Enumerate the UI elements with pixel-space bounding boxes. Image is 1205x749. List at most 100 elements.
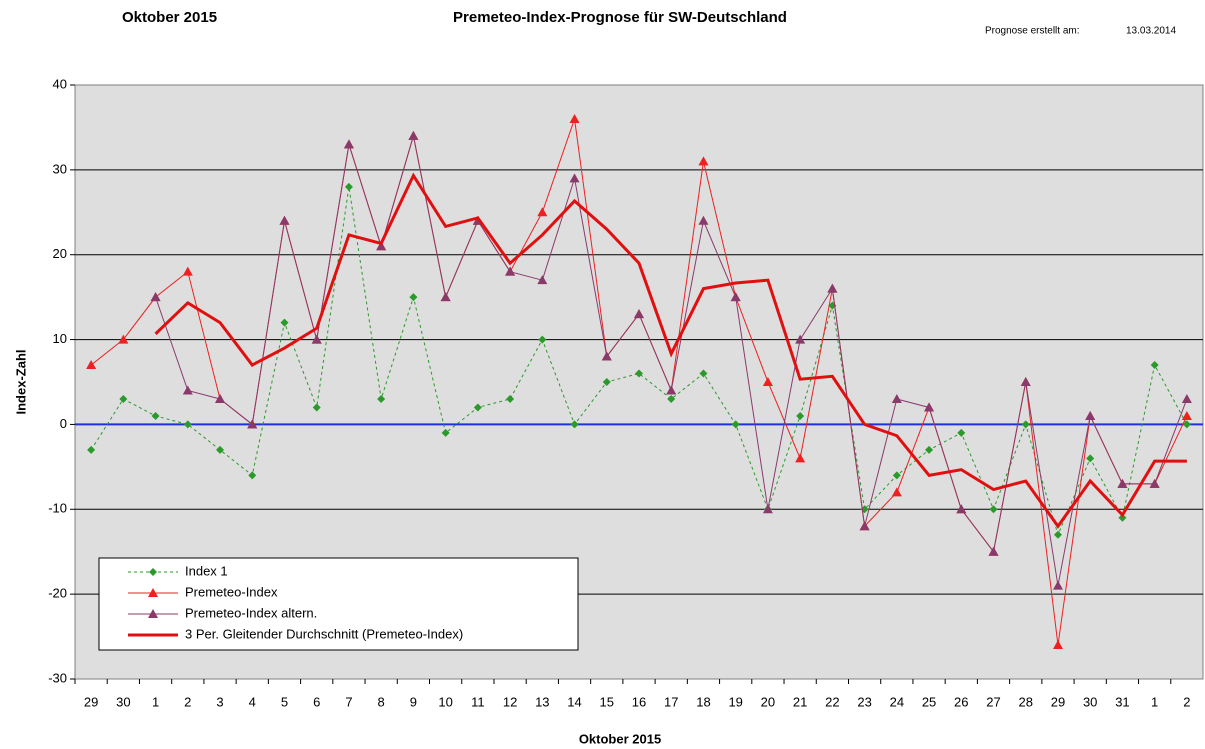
x-tick-label: 11 [471, 694, 485, 709]
point [1181, 393, 1192, 403]
point [312, 403, 321, 412]
x-axis-title: Oktober 2015 [579, 731, 661, 746]
legend-label: Premeteo-Index [185, 584, 278, 599]
point [343, 139, 354, 149]
x-tick-label: 20 [761, 694, 775, 709]
point [279, 215, 290, 225]
x-tick-label: 17 [664, 694, 678, 709]
legend-marker [148, 609, 158, 618]
legend: Index 1 Premeteo-Index Premeteo-Index alte… [98, 557, 579, 651]
x-tick-label: 29 [84, 694, 98, 709]
y-tick-label: 40 [53, 76, 67, 91]
point [698, 215, 709, 225]
point [957, 428, 966, 437]
legend-label: Index 1 [185, 563, 228, 578]
point [183, 420, 192, 429]
x-tick-label: 28 [1019, 694, 1033, 709]
point [1052, 640, 1063, 650]
point [570, 420, 579, 429]
point [376, 241, 387, 251]
point [151, 411, 160, 420]
point [1118, 513, 1127, 522]
y-tick-label: -30 [48, 670, 67, 685]
x-tick-label: 1 [1151, 694, 1158, 709]
point [1149, 478, 1160, 488]
point [827, 283, 838, 293]
point [634, 309, 644, 319]
x-tick-label: 21 [793, 694, 807, 709]
x-tick-label: 24 [890, 694, 904, 709]
x-tick-label: 2 [1183, 694, 1190, 709]
y-tick-label: 0 [60, 416, 67, 431]
x-tick-label: 10 [438, 694, 452, 709]
point [408, 130, 419, 140]
x-tick-label: 30 [1083, 694, 1097, 709]
point [86, 360, 97, 370]
point [409, 293, 418, 302]
point [795, 334, 806, 344]
point [988, 546, 999, 556]
point [1181, 410, 1192, 420]
point [891, 393, 902, 403]
point [473, 403, 482, 412]
point [795, 453, 806, 463]
x-tick-label: 15 [600, 694, 614, 709]
point [699, 369, 708, 378]
forecast-date: 13.03.2014 [1126, 26, 1176, 37]
y-tick-label: 30 [53, 161, 67, 176]
point [182, 385, 193, 395]
y-axis-title: Index-Zahl [13, 349, 28, 414]
x-tick-label: 23 [857, 694, 871, 709]
point [666, 385, 677, 395]
point [87, 445, 96, 454]
point [891, 487, 902, 497]
x-tick-label: 31 [1115, 694, 1129, 709]
point [956, 504, 967, 514]
point [892, 471, 901, 480]
point [505, 266, 516, 276]
point [440, 292, 451, 302]
point [247, 419, 258, 429]
chart-title: Premeteo-Index-Prognose für SW-Deutschla… [453, 9, 787, 26]
x-tick-label: 9 [410, 694, 417, 709]
point [859, 521, 870, 531]
point [762, 377, 773, 386]
point [377, 394, 386, 403]
point [569, 113, 580, 123]
point [280, 318, 289, 327]
legend-box [98, 557, 579, 651]
point [602, 378, 611, 386]
series-line [154, 172, 1187, 529]
point [537, 275, 548, 285]
point [441, 428, 450, 437]
point [635, 369, 643, 378]
x-tick-label: 8 [378, 694, 385, 709]
point [1117, 478, 1128, 488]
point [1086, 454, 1095, 463]
point [1053, 530, 1062, 539]
x-tick-label: 29 [1051, 694, 1065, 709]
point [216, 445, 225, 454]
x-tick-label: 22 [825, 694, 839, 709]
x-tick-label: 6 [313, 694, 320, 709]
point [506, 394, 515, 403]
point [537, 207, 548, 217]
series-line [90, 186, 1188, 537]
x-tick-label: 18 [696, 694, 710, 709]
point [796, 411, 805, 420]
point [119, 394, 128, 403]
legend-marker [149, 568, 157, 576]
point [215, 393, 226, 403]
point [1182, 420, 1191, 429]
legend-label: Premeteo-Index altern. [185, 605, 317, 620]
point [344, 182, 353, 191]
point [698, 156, 709, 166]
point [762, 504, 773, 514]
x-tick-label: 27 [986, 694, 1000, 709]
x-tick-label: 1 [152, 694, 159, 709]
point [118, 334, 129, 344]
x-tick-label: 12 [503, 694, 517, 709]
y-tick-label: -10 [48, 501, 67, 516]
y-tick-label: 10 [53, 331, 67, 346]
